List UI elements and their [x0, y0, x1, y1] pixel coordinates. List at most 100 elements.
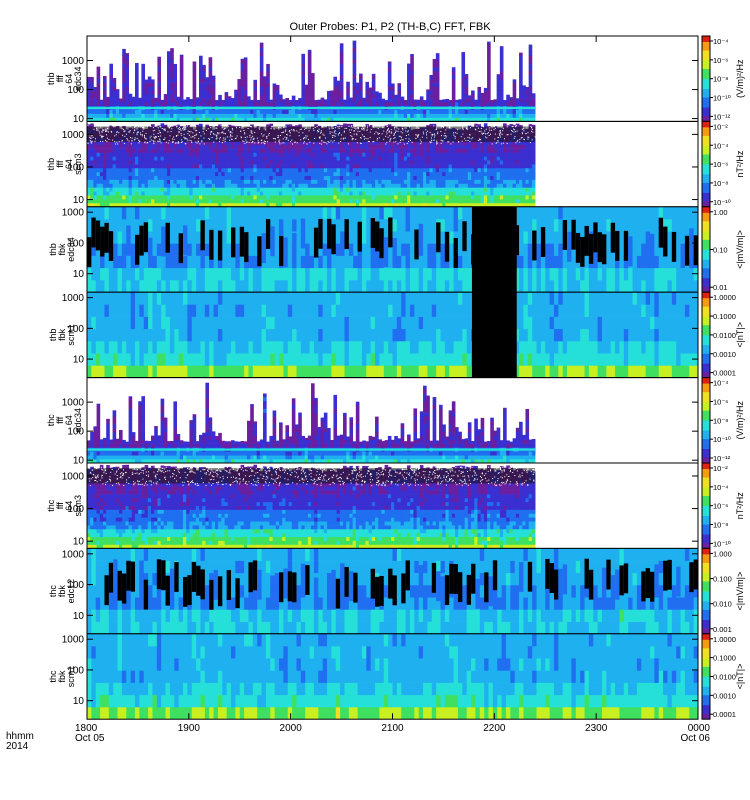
spectrogram-cell: [151, 117, 155, 122]
spectrogram-cell: [426, 113, 430, 118]
spectrogram-cell: [186, 191, 190, 196]
spectrogram-cell: [311, 175, 315, 180]
spectrogram-speck: [374, 133, 376, 135]
spectrogram-speck: [279, 135, 281, 136]
spectrogram-cell: [474, 113, 478, 118]
colorbar-swatch: [702, 80, 710, 82]
spectrogram-cell: [458, 187, 462, 192]
spectrogram-cell: [183, 195, 187, 200]
spectrogram-cell: [352, 175, 357, 180]
spectrogram-cell: [288, 183, 293, 188]
spectrogram-cell: [208, 187, 213, 192]
spectrogram-cell: [371, 199, 376, 204]
spectrogram-cell: [410, 199, 414, 204]
spectrogram-cell: [525, 160, 530, 165]
spectrogram-cell: [215, 187, 219, 192]
spectrogram-cell: [208, 148, 213, 153]
spectrogram-cell: [477, 175, 482, 180]
spectrogram-cell: [327, 195, 331, 200]
spectrogram-cell: [141, 199, 146, 204]
spectrogram-cell: [103, 199, 107, 204]
spectrogram-cell: [352, 90, 357, 95]
spectrogram-cell: [160, 164, 165, 169]
spectrogram-cell: [365, 187, 370, 192]
spectrogram-cell: [141, 148, 146, 153]
spectrogram-cell: [451, 160, 456, 165]
spectrogram-cell: [186, 152, 190, 157]
spectrogram-speck: [158, 136, 160, 137]
spectrogram-cell: [423, 164, 427, 169]
spectrogram-cell: [266, 160, 270, 165]
spectrogram-cell: [115, 195, 120, 200]
spectrogram-cell: [301, 179, 306, 184]
spectrogram-cell: [432, 191, 437, 196]
spectrogram-cell: [128, 183, 133, 188]
spectrogram-cell: [448, 171, 453, 177]
spectrogram-cell: [384, 101, 389, 107]
spectrogram-cell: [435, 160, 440, 165]
spectrogram-speck: [203, 133, 205, 135]
spectrogram-cell: [304, 156, 309, 161]
spectrogram-cell: [487, 164, 491, 169]
spectrogram-cell: [96, 113, 101, 118]
colorbar-swatch: [702, 57, 710, 60]
spectrogram-cell: [179, 74, 184, 79]
spectrogram-cell: [282, 171, 286, 177]
spectrogram-cell: [157, 195, 162, 200]
spectrogram-cell: [445, 179, 450, 184]
spectrogram-cell: [477, 171, 482, 177]
spectrogram-cell: [403, 191, 408, 196]
spectrogram-cell: [307, 164, 312, 169]
spectrogram-cell: [195, 152, 200, 157]
spectrogram-cell: [167, 152, 171, 157]
spectrogram-cell: [314, 152, 318, 157]
spectrogram-cell: [99, 199, 104, 204]
spectrogram-cell: [215, 191, 219, 196]
spectrogram-cell: [256, 152, 261, 157]
spectrogram-cell: [154, 171, 158, 177]
spectrogram-cell: [227, 175, 232, 180]
spectrogram-speck: [185, 138, 187, 140]
colorbar-swatch: [702, 50, 710, 52]
spectrogram-cell: [272, 160, 277, 165]
spectrogram-cell: [147, 90, 152, 95]
spectrogram-cell: [423, 167, 427, 173]
spectrogram-cell: [272, 167, 277, 173]
spectrogram-cell: [87, 113, 91, 118]
spectrogram-cell: [528, 175, 533, 180]
spectrogram-cell: [256, 175, 261, 180]
spectrogram-cell: [371, 191, 376, 196]
spectrogram-cell: [378, 94, 382, 99]
spectrogram-cell: [269, 199, 274, 204]
spectrogram-cell: [122, 70, 126, 76]
spectrogram-cell: [330, 199, 334, 204]
colorbar-swatch: [702, 75, 710, 78]
spectrogram-cell: [141, 98, 146, 103]
spectrogram-cell: [455, 144, 459, 149]
spectrogram-cell: [471, 94, 475, 99]
spectrogram-cell: [202, 160, 206, 165]
spectrogram-cell: [275, 117, 280, 122]
spectrogram-cell: [141, 113, 146, 118]
spectrogram-cell: [125, 160, 130, 165]
spectrogram-cell: [99, 160, 104, 165]
spectrogram-cell: [122, 90, 126, 95]
spectrogram-cell: [499, 113, 504, 118]
spectrogram-cell: [199, 148, 203, 153]
spectrogram-cell: [288, 99, 293, 103]
colorbar-swatch: [702, 82, 710, 85]
spectrogram-speck: [386, 133, 388, 135]
spectrogram-cell: [384, 167, 389, 173]
spectrogram-cell: [202, 113, 206, 118]
spectrogram-speck: [293, 130, 295, 132]
spectrogram-cell: [237, 152, 242, 157]
spectrogram-cell: [455, 171, 459, 177]
spectrogram-cell: [250, 202, 254, 208]
spectrogram-cell: [461, 74, 466, 79]
spectrogram-cell: [355, 94, 360, 99]
spectrogram-cell: [96, 171, 101, 177]
spectrogram-cell: [323, 187, 328, 192]
spectrogram-cell: [381, 187, 386, 192]
spectrogram-cell: [512, 86, 517, 91]
spectrogram-cell: [221, 183, 226, 188]
